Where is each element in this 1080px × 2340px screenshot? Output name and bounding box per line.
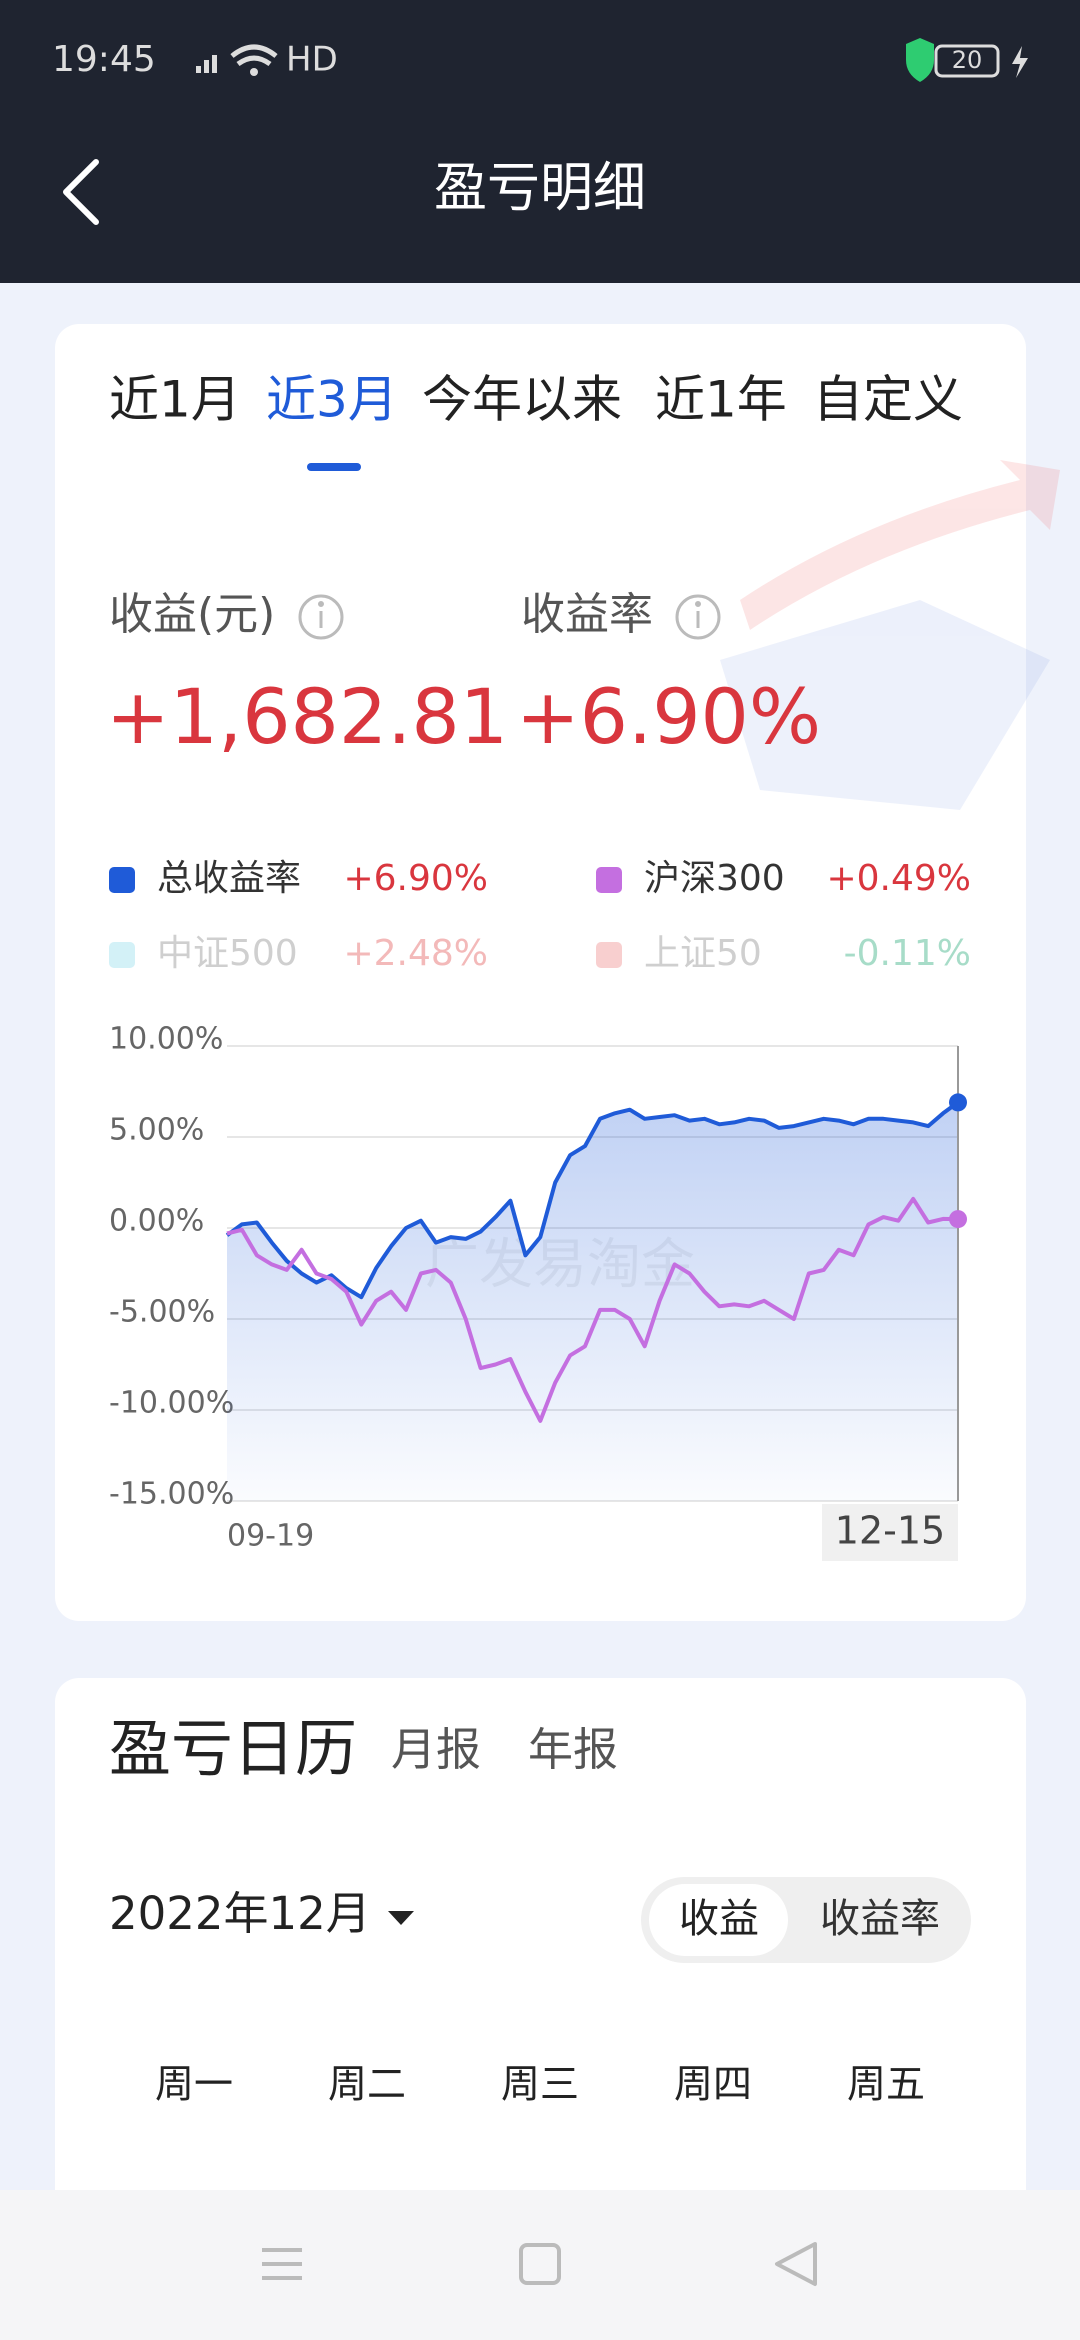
y-tick-label: 0.00% <box>109 1204 204 1239</box>
nav-icons <box>262 2242 817 2286</box>
end-point <box>949 1210 967 1229</box>
rate-value: +6.90% <box>516 672 821 761</box>
toggle-option[interactable]: 收益 <box>679 1896 759 1942</box>
legend-name[interactable]: 上证50 <box>644 933 762 974</box>
status-time: 19:45 <box>52 39 156 80</box>
end-point <box>949 1093 967 1112</box>
legend-swatch <box>109 867 135 893</box>
x-label-box <box>822 1504 958 1561</box>
status-network: HD <box>286 40 338 80</box>
profit-value: +1,682.81 <box>106 672 508 761</box>
weekday-label: 周二 <box>328 2063 406 2108</box>
nav-back[interactable] <box>775 2242 817 2286</box>
period-tab[interactable]: 近3月 <box>266 371 398 429</box>
calendar-title: 盈亏日历 <box>109 1712 357 1785</box>
legend-value: +0.49% <box>826 858 971 899</box>
month-selector[interactable]: 2022年12月 <box>109 1887 371 1940</box>
legend-value: -0.11% <box>844 933 971 974</box>
legend-swatch <box>596 867 622 893</box>
x-tick-label: 09-19 <box>227 1519 314 1554</box>
y-tick-label: -10.00% <box>109 1386 234 1421</box>
rate-label: 收益率 <box>521 589 653 640</box>
weekday-label: 周一 <box>155 2063 233 2108</box>
page-title: 盈亏明细 <box>434 158 646 219</box>
period-tab[interactable]: 近1年 <box>655 371 787 429</box>
profit-label: 收益(元) <box>109 589 275 640</box>
series-line <box>226 1196 959 1423</box>
weekday-label: 周三 <box>501 2063 579 2108</box>
legend-name[interactable]: 总收益率 <box>157 858 301 899</box>
y-tick-label: -5.00% <box>109 1295 215 1330</box>
series-line <box>225 1100 960 1300</box>
dropdown-arrow <box>388 1911 414 1925</box>
period-tab[interactable]: 今年以来 <box>422 371 622 429</box>
area <box>227 1102 958 1501</box>
legend-swatch <box>109 942 135 968</box>
tab-underline <box>307 463 361 471</box>
period-tab[interactable]: 近1月 <box>109 371 241 429</box>
header-bar <box>0 0 1080 283</box>
weekday-label: 周四 <box>674 2063 752 2108</box>
status-icons <box>196 38 1028 82</box>
y-tick-label: 10.00% <box>109 1022 223 1057</box>
calendar-card <box>55 1678 1026 2340</box>
nav-home[interactable] <box>519 2243 561 2285</box>
nav-bar <box>0 2190 1080 2340</box>
x-tick-label: 12-15 <box>835 1509 945 1553</box>
legend-value: +2.48% <box>343 933 488 974</box>
legend-name[interactable]: 中证500 <box>157 933 298 974</box>
legend-value: +6.90% <box>343 858 488 899</box>
y-tick-label: -15.00% <box>109 1477 234 1512</box>
toggle-option[interactable]: 收益率 <box>820 1896 940 1942</box>
calendar-tab[interactable]: 月报 <box>391 1723 481 1776</box>
status-battery: 20 <box>952 46 983 74</box>
y-tick-label: 5.00% <box>109 1113 204 1148</box>
nav-menu[interactable] <box>262 2248 302 2280</box>
toggle-active <box>649 1884 788 1956</box>
weekday-label: 周五 <box>847 2063 925 2108</box>
legend-name[interactable]: 沪深300 <box>644 858 785 899</box>
period-tab[interactable]: 自定义 <box>813 371 963 429</box>
decoration <box>720 460 1060 810</box>
info-icons <box>298 594 721 640</box>
calendar-tab[interactable]: 年报 <box>528 1723 618 1776</box>
back-button[interactable] <box>63 159 99 225</box>
legend-swatch <box>596 942 622 968</box>
